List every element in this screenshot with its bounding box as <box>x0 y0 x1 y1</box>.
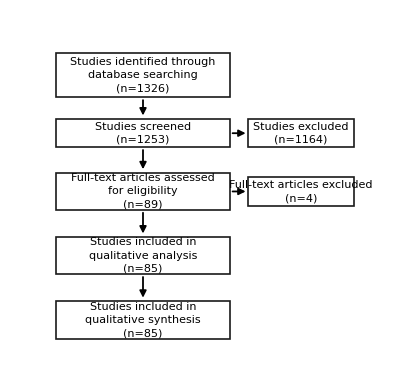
Text: Full-text articles assessed
for eligibility
(n=89): Full-text articles assessed for eligibil… <box>71 173 215 210</box>
FancyBboxPatch shape <box>248 177 354 206</box>
Text: Studies included in
qualitative analysis
(n=85): Studies included in qualitative analysis… <box>89 237 197 274</box>
FancyBboxPatch shape <box>56 53 230 97</box>
FancyBboxPatch shape <box>56 173 230 210</box>
Text: Studies excluded
(n=1164): Studies excluded (n=1164) <box>253 121 349 145</box>
Text: Studies screened
(n=1253): Studies screened (n=1253) <box>95 121 191 145</box>
Text: Full-text articles excluded
(n=4): Full-text articles excluded (n=4) <box>229 180 373 203</box>
FancyBboxPatch shape <box>248 119 354 147</box>
FancyBboxPatch shape <box>56 301 230 339</box>
Text: Studies identified through
database searching
(n=1326): Studies identified through database sear… <box>70 57 216 93</box>
Text: Studies included in
qualitative synthesis
(n=85): Studies included in qualitative synthesi… <box>85 302 201 338</box>
FancyBboxPatch shape <box>56 119 230 147</box>
FancyBboxPatch shape <box>56 237 230 274</box>
